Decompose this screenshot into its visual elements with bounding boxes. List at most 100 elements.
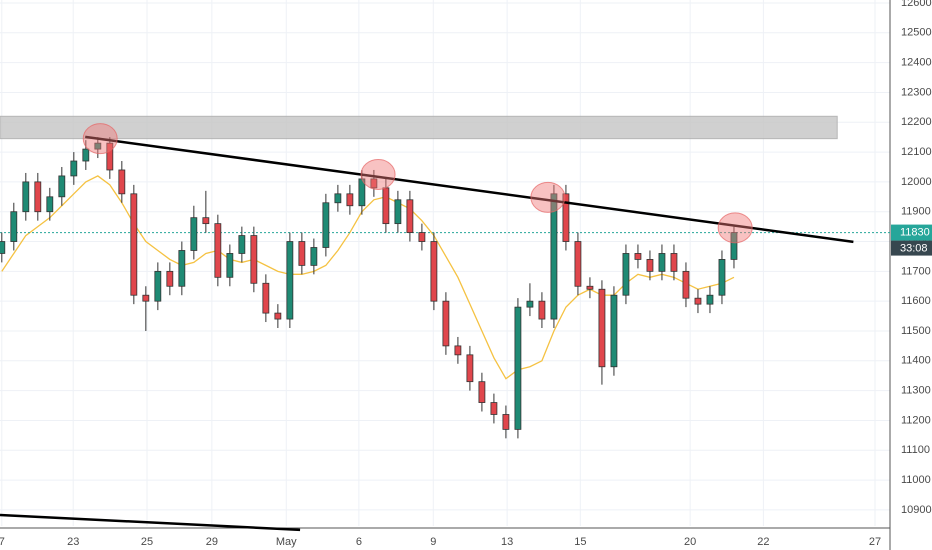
candle-body [562,193,570,242]
candle-body [190,217,198,251]
candle-body [310,247,318,266]
candle-body [238,235,246,254]
candle-body [610,294,618,368]
x-tick-label: 7 [0,536,5,548]
x-tick-label: May [276,536,297,548]
candle-body [46,196,54,213]
candle-body [382,187,390,225]
candle-body [202,217,210,225]
y-tick-label: 12100 [901,146,932,158]
candle-body [466,354,474,383]
x-tick-label: 23 [67,536,79,548]
candle-body [550,193,558,320]
y-tick-label: 11200 [901,414,931,426]
candle-body [394,199,402,225]
candle-body [622,253,630,296]
highlight-circle [360,158,396,190]
last-price-label: 11830 [900,226,930,238]
candle-body [478,381,486,403]
y-tick-label: 11600 [901,295,931,307]
x-tick-label: 13 [501,536,513,548]
y-tick-label: 12000 [901,176,932,188]
candle-body [490,402,498,415]
candle-body [274,312,282,320]
countdown-box [891,240,932,256]
candle-body [166,270,174,287]
candle-body [514,306,522,430]
x-tick-label: 20 [684,536,696,548]
x-tick-label: 29 [206,536,218,548]
y-tick-label: 12300 [901,86,932,98]
y-tick-label: 11300 [901,385,931,397]
candle-body [58,175,66,198]
candle-body [130,193,138,296]
y-tick-label: 12500 [901,27,932,39]
candle-body [142,294,150,302]
candle-body [10,211,18,242]
candle-body [0,241,6,254]
candle-body [334,193,342,204]
y-tick-label: 11400 [901,355,931,367]
candle-body [250,235,258,284]
candle-body [598,288,606,368]
candle-body [718,259,726,296]
resistance-zone [0,115,838,140]
candle-body [502,414,510,430]
candle-body [670,253,678,272]
candle-body [118,169,126,195]
candle-body [322,202,330,248]
x-tick-label: 9 [430,536,436,548]
y-tick-label: 12200 [901,116,932,128]
candle-body [22,181,30,213]
y-tick-label: 11700 [901,265,931,277]
candle-body [82,148,90,162]
y-tick-label: 10900 [901,504,932,516]
candle-body [526,300,534,308]
highlight-circle [717,212,753,244]
candle-body [406,199,414,233]
y-tick-label: 11500 [901,325,931,337]
candle-body [34,181,42,213]
candle-body [658,253,666,272]
candle-body [106,142,114,171]
candle-body [430,241,438,302]
candle-body [634,253,642,260]
candle-body [646,259,654,272]
candle-body [154,270,162,302]
candle-body [262,282,270,314]
candle-body [226,253,234,278]
candle-body [298,241,306,266]
last-price-box [891,224,932,241]
candle-body [574,241,582,287]
candle-body [454,345,462,356]
x-tick-label: 6 [356,536,362,548]
candle-body [94,142,102,150]
highlight-circle [82,123,118,155]
x-tick-label: 22 [757,536,769,548]
y-tick-label: 12600 [901,0,932,9]
x-tick-label: 15 [574,536,586,548]
candle-body [178,250,186,287]
countdown-label: 33:08 [900,242,928,254]
x-tick-label: 27 [869,536,881,548]
candle-body [214,223,222,278]
y-tick-label: 11000 [901,474,931,486]
trendline [85,135,854,244]
x-tick-label: 25 [141,536,153,548]
y-tick-label: 11900 [901,206,931,218]
candle-body [346,193,354,207]
candle-body [442,300,450,347]
highlight-circle [530,181,566,213]
candle-body [286,241,294,320]
candle-body [418,232,426,242]
candle-body [694,297,702,305]
candle-body [730,232,738,260]
candle-body [70,160,78,177]
trendline [0,513,301,532]
candle-body [586,285,594,290]
candle-body [706,294,714,305]
y-tick-label: 12400 [901,57,932,69]
candle-body [370,178,378,189]
